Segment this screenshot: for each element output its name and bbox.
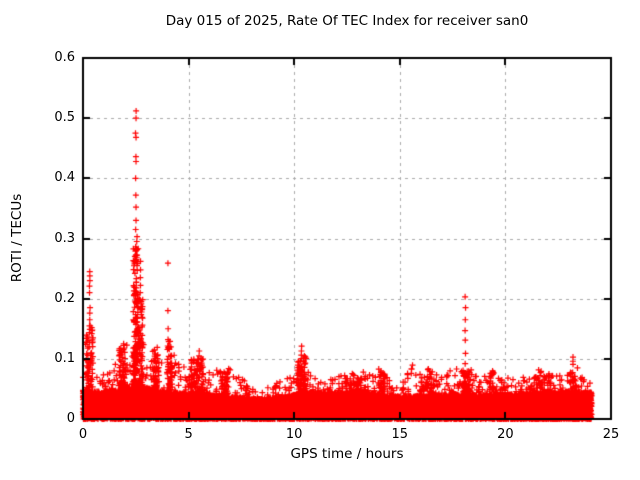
chart-title: Day 015 of 2025, Rate Of TEC Index for r… [165, 13, 529, 29]
x-tick-label: 5 [184, 427, 193, 442]
y-tick-label: 0.1 [54, 350, 75, 366]
y-tick-label: 0.4 [54, 170, 75, 186]
x-tick-label: 10 [285, 427, 303, 442]
y-tick-label: 0.6 [54, 50, 75, 65]
x-axis-label: GPS time / hours [290, 446, 404, 462]
y-tick-label: 0.3 [54, 230, 75, 246]
x-tick-label: 20 [497, 427, 514, 442]
x-tick-label: 25 [602, 427, 620, 442]
x-tick-label: 15 [391, 427, 409, 442]
y-tick-label: 0 [66, 411, 75, 426]
x-tick-label: 0 [78, 427, 88, 442]
y-tick-label: 0.5 [54, 110, 75, 126]
y-tick-label: 0.2 [54, 290, 75, 306]
